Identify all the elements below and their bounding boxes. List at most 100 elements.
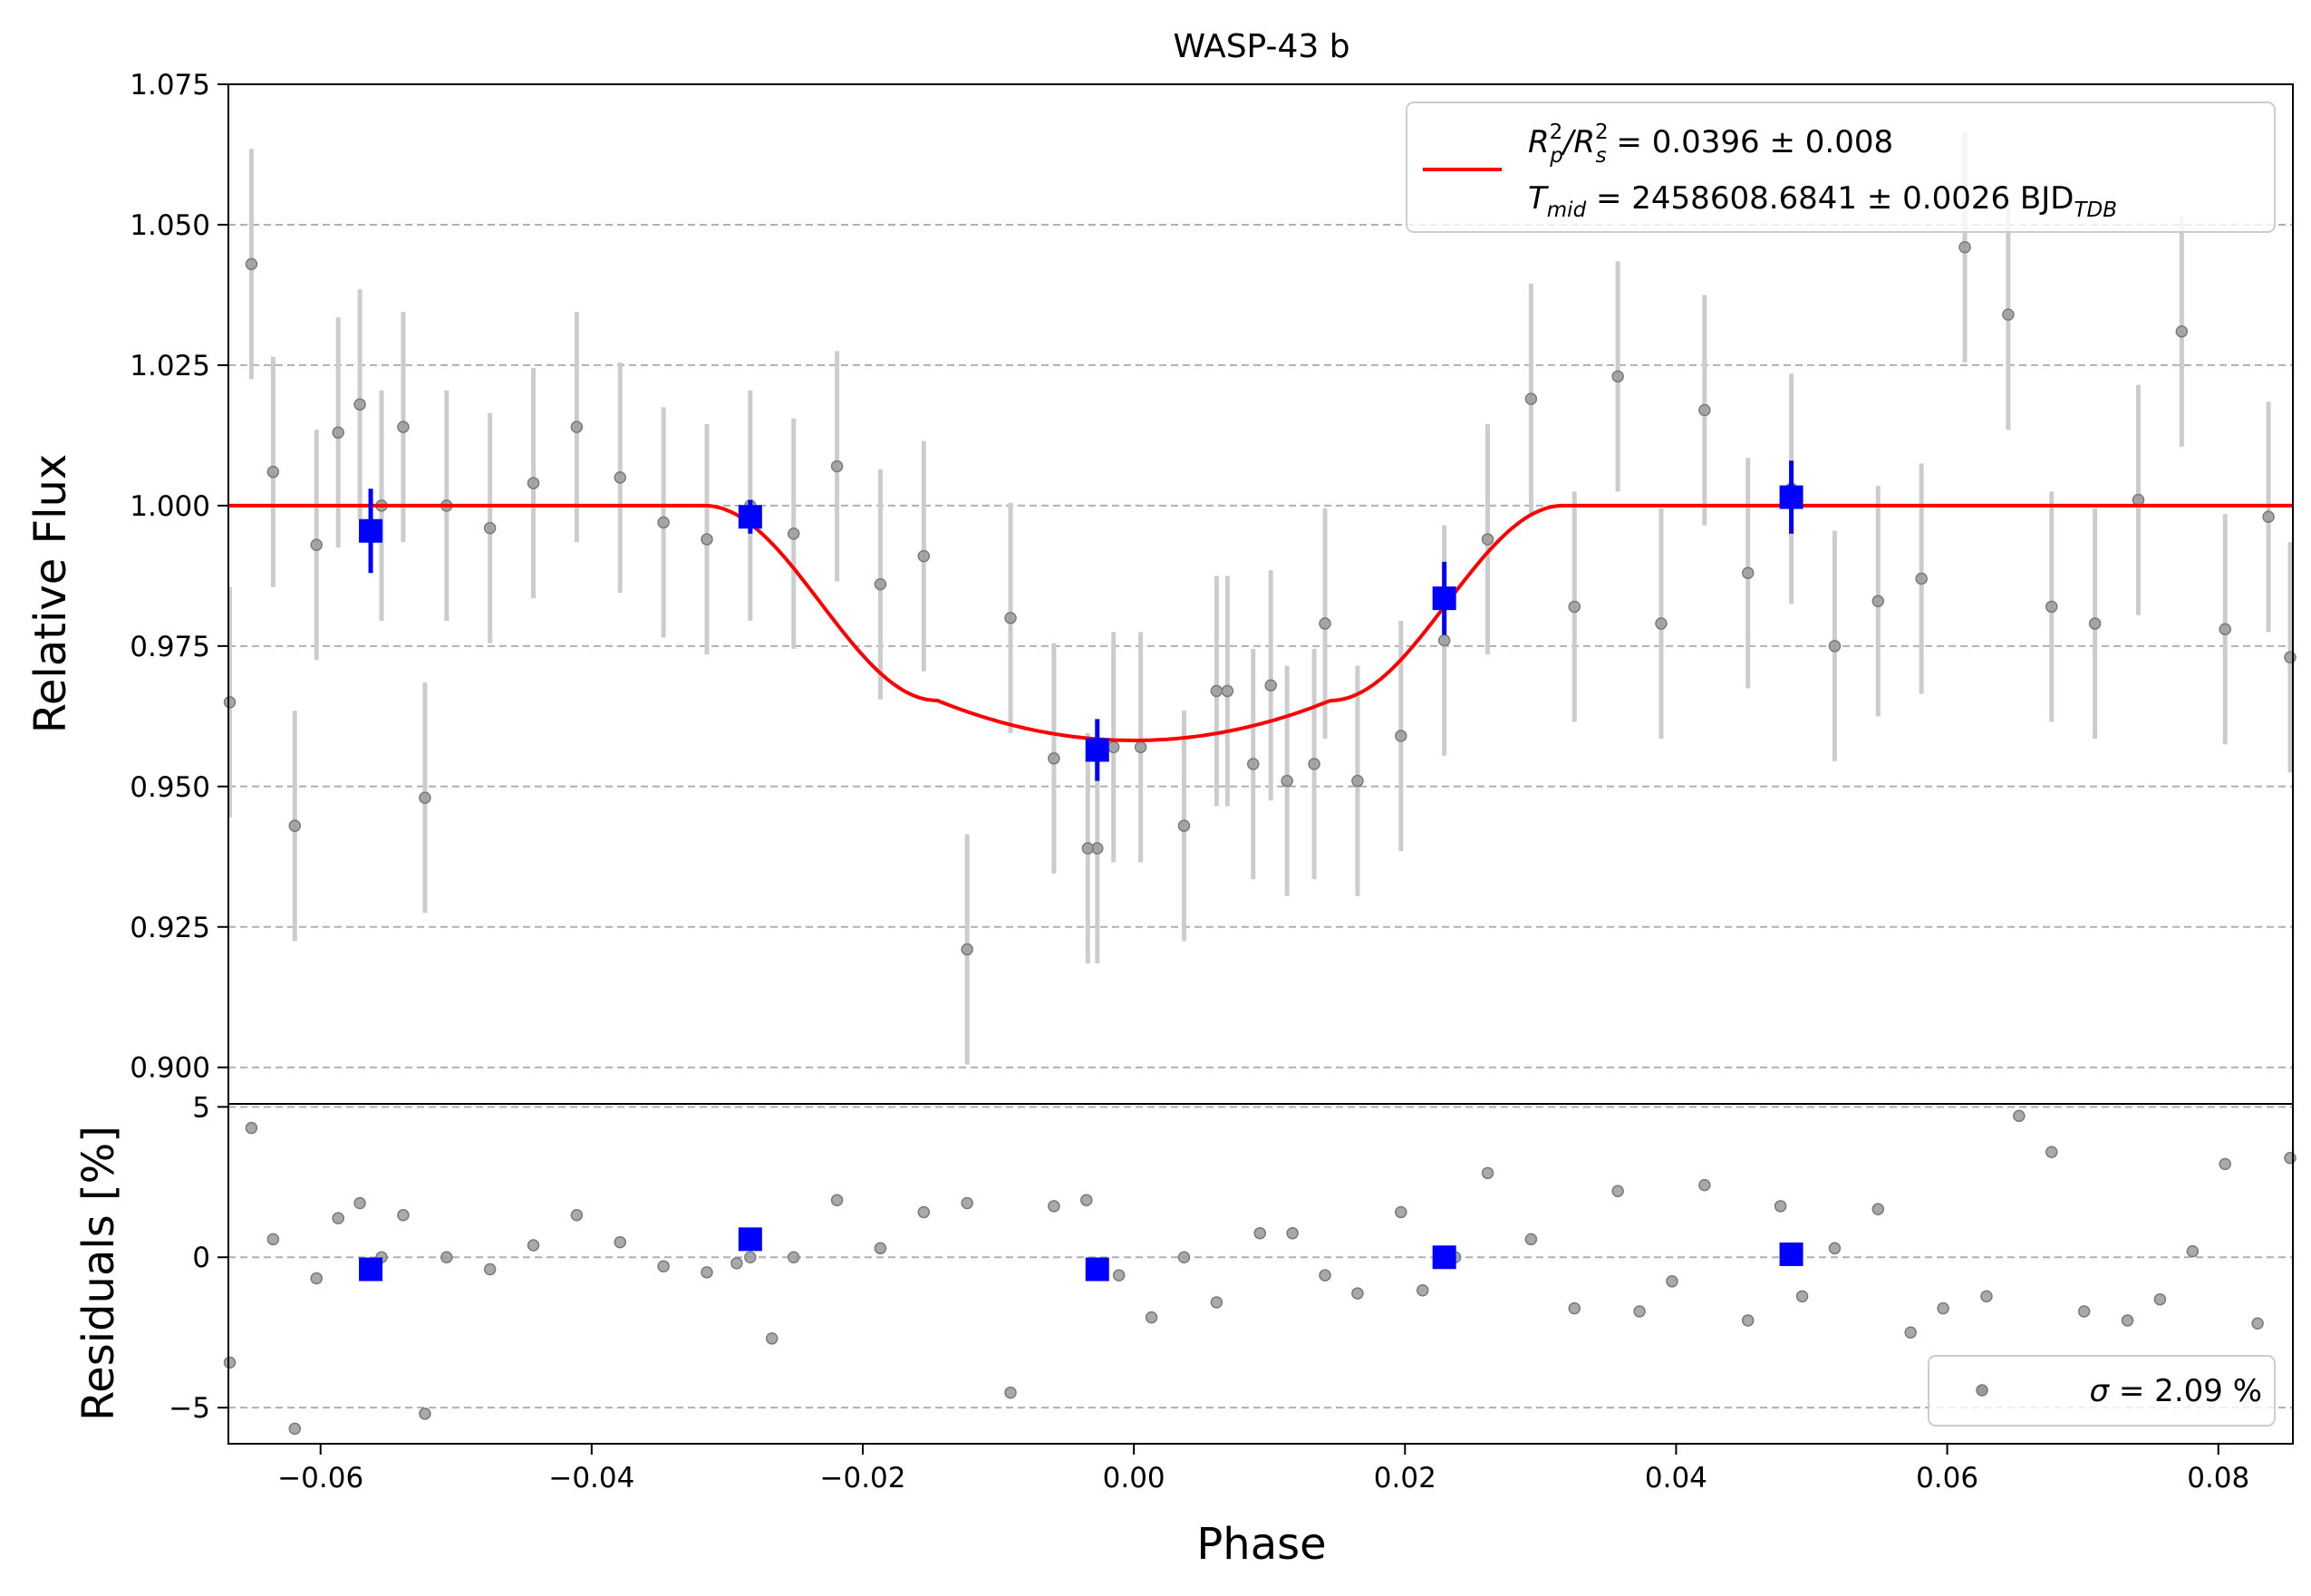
- residual-point: [961, 1196, 973, 1210]
- residual-point: [2077, 1305, 2091, 1318]
- residuals-y-axis-label: Residuals [%]: [73, 1126, 124, 1421]
- flux-binned-point: [738, 505, 762, 529]
- flux-point: [657, 516, 670, 529]
- flux-point: [1611, 370, 1624, 383]
- residual-point: [223, 1356, 237, 1369]
- residual-point: [2045, 1146, 2058, 1158]
- flux-point: [1264, 679, 1277, 692]
- transit-model-curve: [228, 503, 2293, 742]
- residuals-y-tick-label: 0: [192, 1242, 210, 1274]
- flux-point: [2002, 308, 2015, 321]
- flux-y-axis-label: Relative Flux: [25, 454, 76, 734]
- x-tick-label: 0.06: [1916, 1462, 1978, 1494]
- flux-y-tick-label: 1.050: [130, 209, 210, 242]
- flux-binned-point: [1779, 485, 1803, 509]
- residual-point: [1904, 1326, 1917, 1339]
- flux-point: [353, 398, 366, 411]
- flux-point: [701, 533, 713, 546]
- flux-point: [1395, 730, 1407, 742]
- residual-binned-point: [738, 1227, 762, 1252]
- flux-binned-point: [1085, 738, 1109, 762]
- flux-point: [1210, 684, 1223, 698]
- residual-point: [332, 1212, 344, 1224]
- residual-point: [1524, 1233, 1538, 1246]
- flux-point: [1319, 617, 1331, 630]
- residual-point: [2153, 1292, 2167, 1306]
- flux-point: [1081, 842, 1095, 855]
- flux-point: [1958, 241, 1971, 254]
- residual-point: [1319, 1269, 1331, 1282]
- flux-point: [397, 421, 410, 433]
- residual-point: [266, 1233, 280, 1246]
- flux-y-tick-label: 1.000: [130, 490, 210, 523]
- flux-point: [1481, 533, 1494, 546]
- x-tick-label: 0.04: [1645, 1462, 1707, 1494]
- flux-point: [288, 819, 302, 832]
- legend-sigma-text: σ = 2.09 %: [2090, 1373, 2262, 1409]
- residual-point: [1210, 1296, 1223, 1309]
- flux-point: [1741, 566, 1755, 580]
- flux-point: [2088, 617, 2102, 630]
- residuals-legend-marker: [1976, 1384, 1988, 1397]
- flux-point: [1308, 758, 1320, 770]
- flux-point: [1247, 758, 1260, 770]
- residual-point: [440, 1251, 453, 1263]
- residual-point: [1481, 1166, 1494, 1180]
- flux-panel-background: [228, 84, 2293, 1104]
- residual-point: [2186, 1244, 2200, 1258]
- flux-point: [266, 465, 280, 479]
- residual-point: [1048, 1200, 1060, 1213]
- flux-point: [2284, 651, 2296, 663]
- flux-point: [787, 527, 800, 540]
- residual-point: [1980, 1290, 1993, 1303]
- flux-point: [961, 943, 973, 956]
- residuals-binned-points: [359, 1227, 1803, 1282]
- residual-point: [397, 1209, 410, 1222]
- residuals-legend: σ = 2.09 %: [1928, 1355, 2276, 1427]
- residual-point: [1253, 1226, 1267, 1240]
- flux-point: [419, 791, 431, 804]
- residuals-y-tick-label: −5: [169, 1392, 210, 1425]
- flux-point: [245, 257, 258, 271]
- flux-point: [917, 549, 931, 563]
- residual-point: [1004, 1386, 1017, 1399]
- residual-point: [353, 1196, 366, 1210]
- flux-point: [830, 459, 844, 473]
- flux-point: [527, 477, 540, 489]
- residual-point: [288, 1422, 302, 1436]
- x-tick-label: 0.08: [2187, 1462, 2249, 1494]
- residual-point: [2251, 1317, 2264, 1330]
- flux-point: [1177, 819, 1191, 832]
- x-axis-ticks: −0.06 −0.04 −0.02 0.00 0.02 0.04 0.06 0.08: [277, 1444, 2249, 1494]
- flux-point: [2219, 623, 2231, 635]
- residuals-legend-box: [1928, 1355, 2276, 1427]
- flux-point: [2262, 510, 2275, 524]
- flux-point: [874, 577, 887, 591]
- flux-point: [614, 471, 627, 484]
- residual-point: [1286, 1226, 1299, 1240]
- residual-point: [1741, 1314, 1755, 1327]
- x-tick-label: 0.02: [1374, 1462, 1436, 1494]
- flux-point: [1048, 752, 1060, 765]
- residual-point: [2219, 1157, 2231, 1171]
- flux-point: [570, 421, 584, 433]
- residual-binned-point: [1779, 1242, 1803, 1266]
- flux-point: [1828, 640, 1842, 653]
- flux-point: [1698, 403, 1711, 417]
- residual-point: [830, 1194, 844, 1206]
- flux-point: [1437, 634, 1451, 647]
- residual-point: [1828, 1242, 1842, 1255]
- flux-y-tick-label: 1.075: [130, 69, 210, 102]
- flux-point: [1281, 774, 1293, 788]
- residual-point: [1080, 1194, 1093, 1206]
- flux-point: [2132, 493, 2145, 507]
- flux-point: [1221, 684, 1234, 698]
- x-tick-label: −0.02: [820, 1462, 906, 1494]
- flux-legend-box: [1406, 102, 2276, 233]
- flux-y-tick-label: 0.975: [130, 631, 210, 663]
- residual-point: [1568, 1301, 1581, 1315]
- residual-point: [874, 1242, 887, 1255]
- residual-point: [483, 1262, 497, 1276]
- residual-point: [1395, 1205, 1407, 1219]
- residuals-y-tick-label: 5: [192, 1091, 210, 1124]
